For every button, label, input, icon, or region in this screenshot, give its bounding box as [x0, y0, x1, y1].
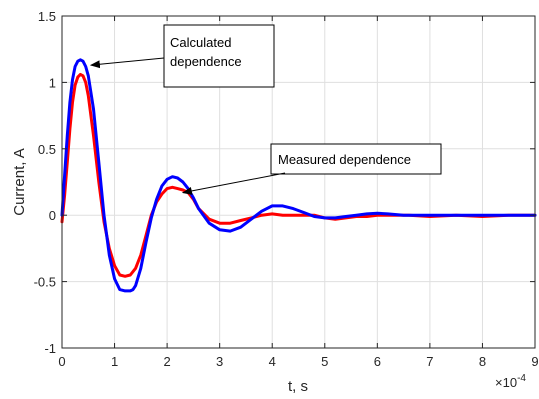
annotation-calculated-line-1: Calculated: [170, 35, 231, 50]
calculated-series-line: [60, 58, 537, 293]
annotation-measured-arrow: [181, 172, 286, 195]
x-axis-label: t, s: [288, 378, 308, 395]
series-layer: [60, 58, 537, 293]
annotation-measured-line-1: Measured dependence: [278, 152, 411, 167]
x-tick-label: 1: [111, 354, 118, 369]
annotation-calculated-arrow: [89, 57, 165, 69]
y-tick-label: 1: [49, 75, 56, 90]
plot-frame: [61, 15, 536, 349]
axis-ticks: 0 1 2 3 4 5 6 7 8 9 -1 -0.5 0 0.5 1 1.5: [34, 9, 539, 369]
x-tick-label: 0: [58, 354, 65, 369]
annotation-measured: Measured dependence: [181, 143, 442, 195]
x-tick-label: 9: [531, 354, 538, 369]
x-exponent-label: ×10-4: [495, 373, 526, 390]
y-tick-label: 1.5: [38, 9, 56, 24]
x-tick-label: 8: [479, 354, 486, 369]
x-tick-label: 7: [426, 354, 433, 369]
y-axis-label: Current, A: [11, 148, 28, 216]
y-tick-label: -0.5: [34, 275, 56, 290]
annotation-calculated: Calculated dependence: [89, 24, 275, 88]
x-exponent-text: -4: [517, 373, 526, 384]
x-tick-label: 6: [374, 354, 381, 369]
plot-background: [62, 16, 535, 348]
annotation-calculated-line-2: dependence: [170, 54, 242, 69]
y-tick-label: 0.5: [38, 142, 56, 157]
y-tick-label: 0: [49, 208, 56, 223]
annotation-calculated-box: [163, 24, 275, 88]
x-multiplier-text: ×10: [495, 375, 517, 390]
x-tick-label: 3: [216, 354, 223, 369]
svg-text:×10-4: ×10-4: [495, 373, 526, 390]
annotation-measured-box: [270, 143, 442, 175]
y-tick-label: -1: [44, 341, 56, 356]
x-tick-label: 5: [321, 354, 328, 369]
x-tick-label: 2: [163, 354, 170, 369]
x-tick-label: 4: [269, 354, 276, 369]
